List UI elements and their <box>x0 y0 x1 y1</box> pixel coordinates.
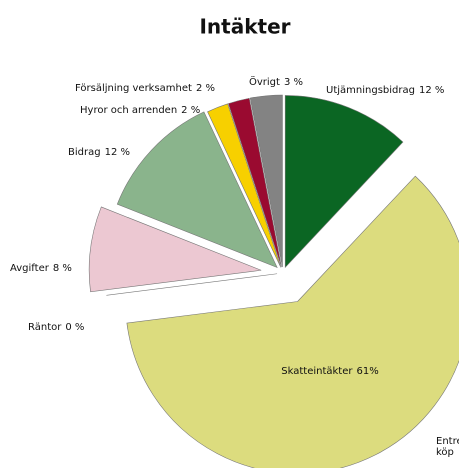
slice-name: Räntor <box>28 322 62 333</box>
chart-title: Intäkter <box>199 15 290 39</box>
slice-label: Utjämningsbidrag 12 % <box>326 85 444 96</box>
slice-value: 2 % <box>196 83 215 94</box>
slice-name: Försäljning verksamhet <box>75 83 192 94</box>
annotation: Entre <box>436 436 459 447</box>
slice-value: 2 % <box>181 105 200 116</box>
pie-slice <box>106 273 278 296</box>
slice-label: Bidrag 12 % <box>68 147 130 158</box>
slice-value: 12 % <box>419 85 444 96</box>
pie-slice <box>116 111 278 269</box>
slice-label: Hyror och arrenden 2 % <box>80 105 200 116</box>
slice-value: 3 % <box>284 77 303 88</box>
slice-name: Avgifter <box>10 263 50 274</box>
slice-name: Hyror och arrenden <box>80 105 177 116</box>
slice-label: Övrigt 3 % <box>249 75 303 88</box>
pie-slice <box>227 97 282 268</box>
pie-slice <box>284 95 404 269</box>
slice-value: 8 % <box>53 263 72 274</box>
slice-value: 61% <box>357 366 379 377</box>
annotation: köp <box>436 447 454 458</box>
slice-name: Utjämningsbidrag <box>326 85 415 96</box>
pie-slice <box>126 175 459 468</box>
slice-name: Bidrag <box>68 147 101 158</box>
slice-label: Försäljning verksamhet 2 % <box>75 83 215 94</box>
pie-slice <box>249 94 283 268</box>
slice-label: Avgifter 8 % <box>10 263 72 274</box>
slice-name: Övrigt <box>249 75 280 88</box>
slice-label: Räntor 0 % <box>28 322 84 333</box>
slice-label: Skatteintäkter 61% <box>281 366 378 377</box>
pie-slice <box>88 206 262 293</box>
slice-value: 12 % <box>105 147 130 158</box>
pie-slice <box>207 103 282 268</box>
slice-value: 0 % <box>65 322 84 333</box>
slice-name: Skatteintäkter <box>281 366 353 377</box>
